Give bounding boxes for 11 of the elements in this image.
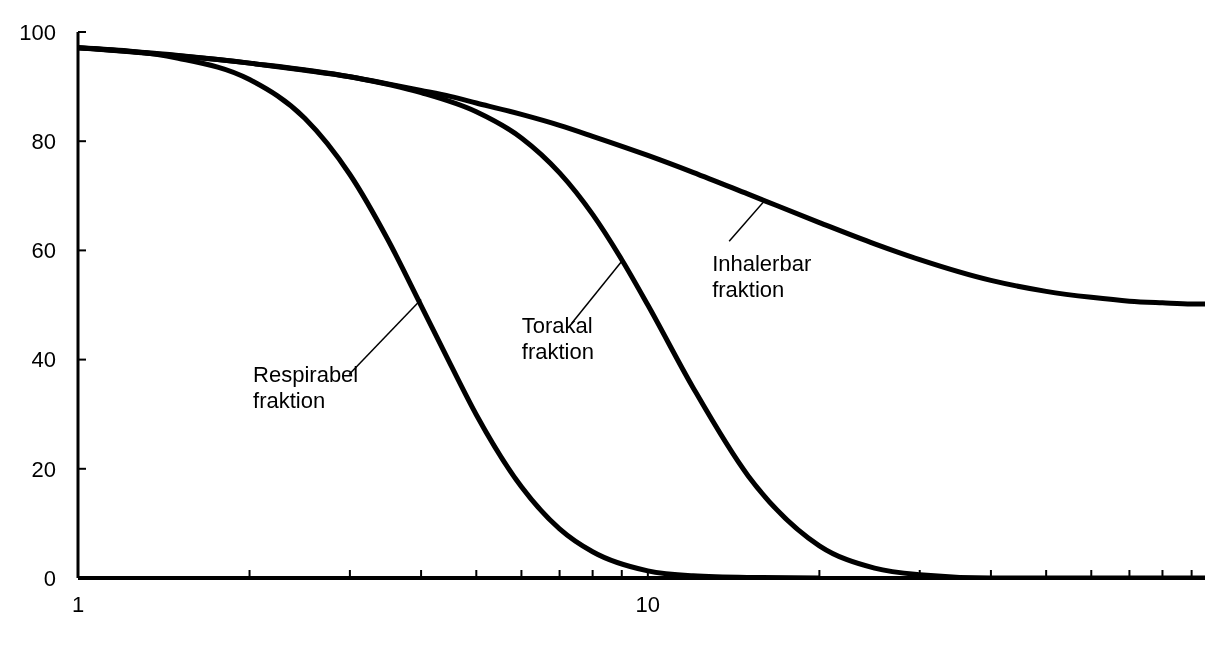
annotation: Inhalerbar fraktion: [712, 251, 812, 303]
annotation: Torakal fraktion: [521, 313, 594, 365]
y-tick-label: 0: [43, 565, 56, 591]
x-tick-label: 1: [71, 591, 85, 617]
y-tick-label: 100: [19, 19, 56, 45]
y-tick-label: 20: [31, 456, 56, 482]
y-tick-label: 80: [31, 129, 56, 155]
annotation: Respirabel fraktion: [253, 361, 359, 413]
y-tick-label: 40: [31, 347, 56, 373]
y-tick-label: 60: [31, 238, 56, 264]
x-tick-label: 10: [635, 591, 661, 617]
